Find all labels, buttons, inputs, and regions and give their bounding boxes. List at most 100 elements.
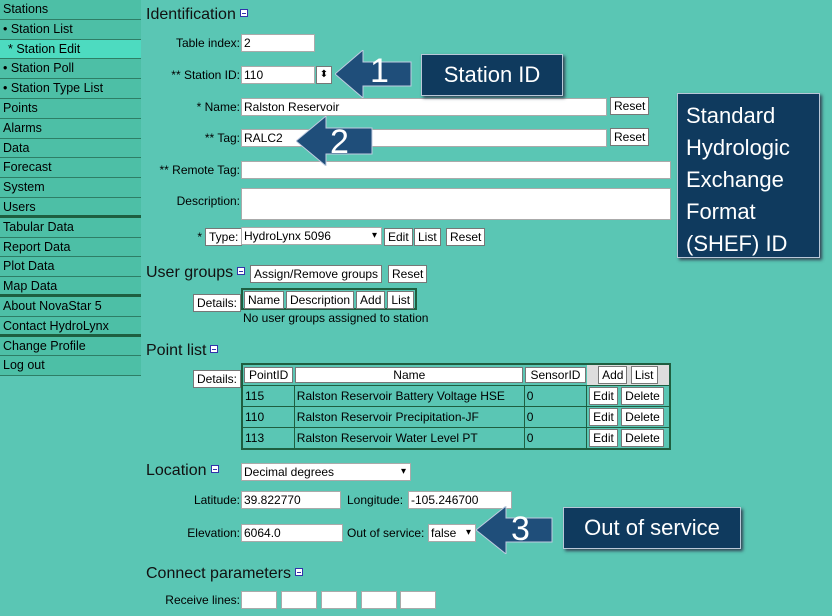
latitude-label: Latitude: bbox=[193, 493, 240, 507]
type-reset-button[interactable]: Reset bbox=[446, 228, 486, 246]
type-select[interactable]: HydroLynx 5096 bbox=[241, 227, 382, 245]
tag-label: ** Tag: bbox=[204, 131, 240, 145]
point-edit-button[interactable]: Edit bbox=[589, 408, 618, 426]
sensor-id: 0 bbox=[523, 406, 588, 428]
sidebar-item[interactable]: Stations bbox=[0, 0, 141, 20]
sidebar-item[interactable]: • Station List bbox=[0, 19, 141, 40]
section-connect-parameters: Connect parameters bbox=[146, 565, 303, 583]
point-edit-button[interactable]: Edit bbox=[589, 429, 618, 447]
receive-line-input[interactable] bbox=[321, 591, 357, 609]
receive-line-input[interactable] bbox=[400, 591, 436, 609]
table-row: 113 Ralston Reservoir Water Level PT 0 Edit… bbox=[241, 427, 671, 450]
type-value: HydroLynx 5096 bbox=[244, 229, 331, 243]
sidebar-item[interactable]: Change Profile bbox=[0, 336, 141, 357]
arrow-2-icon bbox=[296, 116, 373, 166]
point-id: 113 bbox=[241, 427, 295, 450]
table-row: 115 Ralston Reservoir Battery Voltage HSE… bbox=[241, 385, 671, 407]
sidebar-item[interactable]: Forecast bbox=[0, 158, 141, 179]
point-list-table: PointID Name SensorID Add List 115 Ralsto… bbox=[241, 363, 671, 450]
section-point-list: Point list bbox=[146, 342, 219, 360]
name-reset-button[interactable]: Reset bbox=[610, 97, 650, 115]
point-delete-button[interactable]: Delete bbox=[621, 408, 664, 426]
sidebar-item[interactable]: Map Data bbox=[0, 277, 141, 297]
sidebar-item[interactable]: System bbox=[0, 178, 141, 198]
sidebar-item[interactable]: Plot Data bbox=[0, 257, 141, 278]
description-input[interactable] bbox=[241, 188, 671, 220]
column-description[interactable]: Description bbox=[286, 291, 355, 309]
elevation-label: Elevation: bbox=[187, 526, 240, 540]
collapse-icon[interactable] bbox=[210, 345, 219, 353]
point-id: 115 bbox=[241, 385, 295, 407]
point-list-details-button[interactable]: Details: bbox=[193, 370, 242, 388]
callout-shef-id: Standard Hydrologic Exchange Format (SHE… bbox=[677, 93, 820, 258]
arrow-1-icon bbox=[335, 50, 412, 98]
required-marker: * bbox=[197, 230, 202, 244]
callout-number-2: 2 bbox=[330, 123, 349, 161]
sidebar-item[interactable]: Tabular Data bbox=[0, 217, 141, 238]
type-edit-button[interactable]: Edit bbox=[384, 228, 413, 246]
table-index-input[interactable]: 2 bbox=[241, 34, 315, 52]
longitude-input[interactable]: -105.246700 bbox=[408, 491, 512, 509]
table-index-label: Table index: bbox=[175, 36, 240, 50]
out-of-service-label: Out of service: bbox=[347, 526, 425, 540]
sensor-id: 0 bbox=[523, 427, 588, 450]
collapse-icon[interactable] bbox=[239, 9, 248, 17]
column-name[interactable]: Name bbox=[244, 291, 285, 309]
user-groups-header: Name Description Add List bbox=[241, 288, 418, 310]
callout-out-of-service: Out of service bbox=[563, 507, 741, 549]
elevation-input[interactable]: 6064.0 bbox=[241, 524, 343, 542]
sidebar-item[interactable]: About NovaStar 5 bbox=[0, 296, 141, 317]
column-pointid[interactable]: PointID bbox=[242, 364, 294, 386]
name-input[interactable]: Ralston Reservoir bbox=[241, 98, 607, 116]
sidebar-item[interactable]: Log out bbox=[0, 356, 141, 377]
collapse-icon[interactable] bbox=[210, 465, 219, 473]
section-identification: Identification bbox=[146, 6, 248, 24]
receive-line-input[interactable] bbox=[281, 591, 317, 609]
point-delete-button[interactable]: Delete bbox=[621, 429, 664, 447]
sidebar-item[interactable]: • Station Type List bbox=[0, 79, 141, 99]
arrow-3-icon bbox=[476, 506, 553, 554]
point-delete-button[interactable]: Delete bbox=[621, 387, 664, 405]
sidebar-item[interactable]: Contact HydroLynx bbox=[0, 316, 141, 337]
receive-line-input[interactable] bbox=[241, 591, 277, 609]
type-label-button[interactable]: Type: bbox=[205, 228, 243, 246]
latitude-input[interactable]: 39.822770 bbox=[241, 491, 341, 509]
tag-reset-button[interactable]: Reset bbox=[610, 128, 650, 146]
out-of-service-select[interactable]: false bbox=[428, 524, 476, 542]
receive-lines-label: Receive lines: bbox=[165, 593, 240, 607]
station-id-input[interactable]: 110 bbox=[241, 66, 315, 84]
sidebar-item[interactable]: * Station Edit bbox=[0, 39, 141, 60]
description-label: Description: bbox=[176, 194, 240, 208]
column-name[interactable]: Name bbox=[294, 364, 524, 386]
point-edit-button[interactable]: Edit bbox=[589, 387, 618, 405]
station-id-spinner[interactable]: ⬍ bbox=[316, 66, 332, 84]
user-groups-details-button[interactable]: Details: bbox=[193, 294, 242, 312]
type-list-button[interactable]: List bbox=[414, 228, 441, 246]
remote-tag-input[interactable] bbox=[241, 161, 671, 179]
callout-number-3: 3 bbox=[511, 510, 530, 548]
receive-line-input[interactable] bbox=[361, 591, 397, 609]
point-name: Ralston Reservoir Battery Voltage HSE bbox=[293, 385, 525, 407]
user-groups-empty: No user groups assigned to station bbox=[243, 311, 429, 325]
point-list-button[interactable]: List bbox=[630, 366, 658, 384]
user-groups-reset-button[interactable]: Reset bbox=[388, 265, 428, 283]
sidebar-item[interactable]: • Station Poll bbox=[0, 59, 141, 80]
assign-groups-button[interactable]: Assign/Remove groups bbox=[250, 265, 383, 283]
callout-station-id: Station ID bbox=[421, 54, 563, 96]
sidebar-item[interactable]: Points bbox=[0, 98, 141, 119]
sidebar-item[interactable]: Users bbox=[0, 197, 141, 218]
point-name: Ralston Reservoir Precipitation-JF bbox=[293, 406, 525, 428]
name-label: * Name: bbox=[196, 100, 240, 114]
sidebar-item[interactable]: Alarms bbox=[0, 118, 141, 139]
user-groups-list-button[interactable]: List bbox=[387, 291, 415, 309]
coordinate-format-value: Decimal degrees bbox=[244, 465, 335, 479]
user-groups-add-button[interactable]: Add bbox=[356, 291, 386, 309]
column-sensorid[interactable]: SensorID bbox=[524, 364, 586, 386]
longitude-label: Longitude: bbox=[347, 493, 404, 507]
collapse-icon[interactable] bbox=[237, 267, 246, 275]
collapse-icon[interactable] bbox=[294, 568, 303, 576]
coordinate-format-select[interactable]: Decimal degrees bbox=[241, 463, 411, 481]
sidebar-item[interactable]: Report Data bbox=[0, 237, 141, 258]
sidebar-item[interactable]: Data bbox=[0, 138, 141, 159]
point-add-button[interactable]: Add bbox=[598, 366, 628, 384]
